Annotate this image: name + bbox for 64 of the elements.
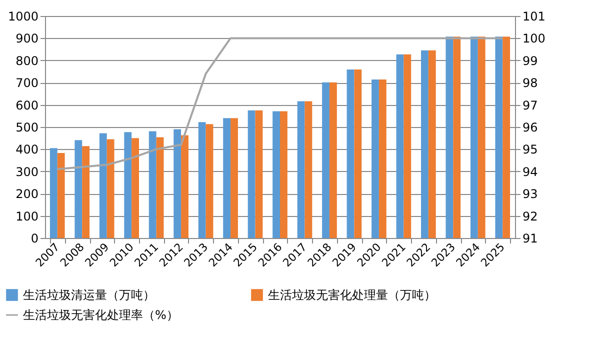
bar — [230, 118, 238, 238]
y2-tick-label: 93 — [522, 187, 538, 202]
y2-tick-label: 96 — [522, 120, 538, 134]
line-series — [56, 37, 504, 170]
y-tick-label: 1000 — [8, 10, 38, 24]
bar — [478, 36, 486, 238]
y-tick-label: 700 — [16, 76, 38, 90]
y2-tick-label: 94 — [522, 164, 538, 179]
legend-label: 生活垃圾清运量（万吨） — [23, 288, 155, 302]
y-tick-label: 0 — [30, 232, 38, 246]
bar — [495, 36, 503, 238]
bar — [74, 140, 82, 238]
bar — [346, 70, 354, 238]
bar — [428, 50, 436, 238]
bar — [82, 146, 90, 238]
bar — [99, 133, 107, 238]
bar — [502, 36, 510, 238]
y2-tick-label: 98 — [522, 76, 538, 90]
y-tick-label: 900 — [16, 32, 38, 46]
bar — [446, 36, 454, 238]
y-tick-label: 800 — [16, 54, 38, 68]
y-tick-label: 400 — [16, 142, 38, 157]
y-tick-label: 500 — [16, 120, 38, 134]
bar — [304, 101, 312, 238]
bar — [272, 111, 280, 238]
bar — [470, 36, 478, 238]
y-tick-label: 300 — [16, 164, 38, 179]
y2-tick-label: 92 — [522, 209, 538, 224]
y2-tick-label: 91 — [522, 232, 538, 246]
y2-tick-label: 99 — [522, 54, 538, 68]
bar — [124, 132, 132, 238]
bar — [378, 79, 386, 238]
bar — [50, 148, 58, 238]
bar — [396, 54, 404, 238]
bar — [248, 110, 256, 238]
y2-tick-label: 95 — [522, 142, 538, 157]
bar — [148, 131, 156, 238]
y2-tick-label: 101 — [522, 10, 546, 24]
y2-tick-label: 97 — [522, 98, 538, 112]
bar — [421, 50, 428, 238]
bar — [106, 139, 114, 238]
y-tick-label: 200 — [16, 187, 38, 202]
bar — [198, 122, 206, 238]
bar — [156, 137, 164, 238]
bar — [223, 118, 231, 238]
bar — [329, 82, 337, 238]
bar — [206, 124, 214, 238]
bar — [57, 152, 65, 238]
y-tick-label: 600 — [16, 98, 38, 112]
bar — [404, 54, 412, 238]
bar — [322, 82, 330, 238]
bar — [280, 111, 288, 238]
y2-tick-label: 100 — [522, 32, 546, 46]
bar — [181, 135, 188, 238]
bar — [255, 110, 263, 238]
legend-label: 生活垃圾无害化处理率（%） — [23, 308, 178, 322]
bar — [354, 70, 362, 238]
bar — [132, 138, 139, 238]
legend-label: 生活垃圾无害化处理量（万吨） — [268, 288, 436, 302]
bar — [372, 79, 379, 238]
y-tick-label: 100 — [16, 209, 38, 224]
bar — [453, 36, 461, 238]
bar — [174, 129, 182, 238]
bar — [297, 101, 305, 238]
